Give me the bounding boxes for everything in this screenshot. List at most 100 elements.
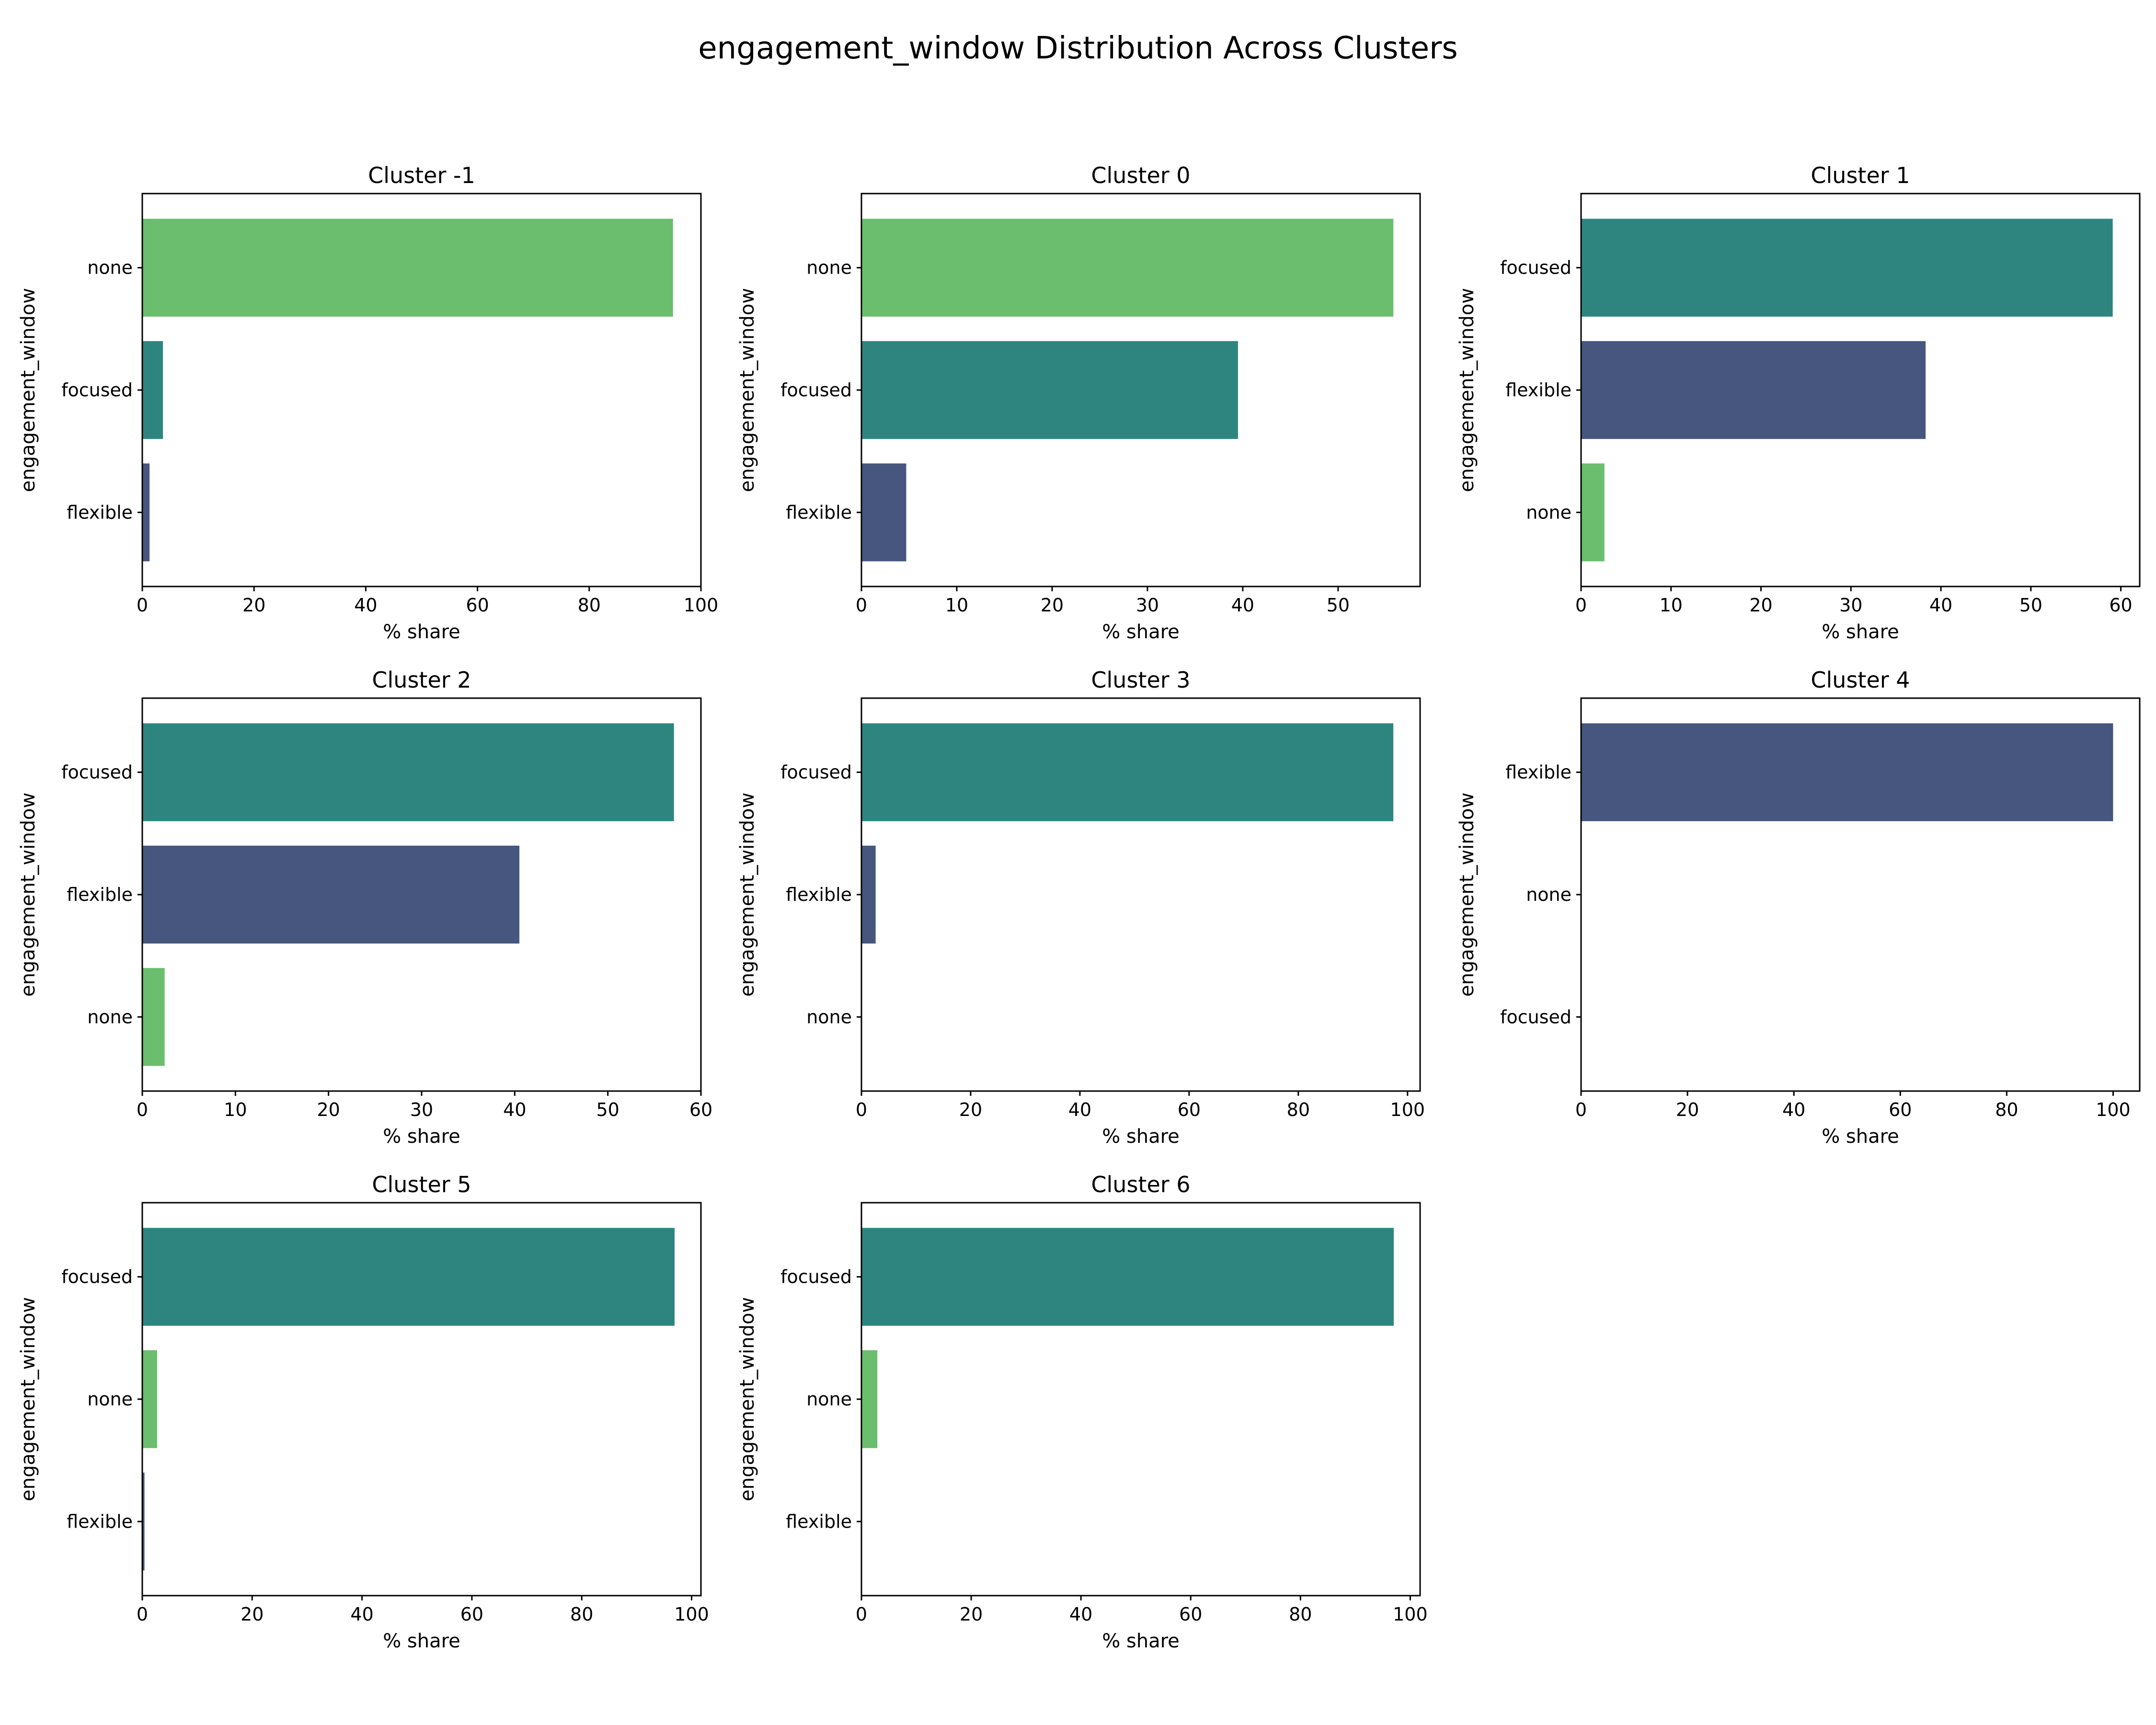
subplot-title: Cluster 2	[372, 667, 471, 693]
x-tick-label: 80	[570, 1604, 593, 1625]
subplot-title: Cluster 3	[1091, 667, 1190, 693]
bar-focused	[1581, 218, 2113, 317]
x-tick-label: 20	[1041, 595, 1064, 616]
y-tick-label: focused	[1500, 257, 1571, 278]
y-tick-label: none	[806, 1006, 852, 1027]
bar-none	[142, 218, 673, 317]
bar-none	[861, 218, 1394, 317]
subplot: Cluster 3 focused flexible none 0 20 40 60 80 100…	[736, 667, 1425, 1148]
x-tick-label: 0	[137, 1604, 148, 1625]
x-axis-label: % share	[1822, 1126, 1899, 1148]
subplot: Cluster 1 focused flexible none 0 10 20 30 40 50 6…	[1456, 162, 2141, 643]
x-tick-label: 50	[1327, 595, 1350, 616]
y-tick-label: focused	[780, 762, 852, 783]
x-tick-label: 100	[1390, 1099, 1425, 1120]
bar-flexible	[1581, 341, 1926, 439]
x-tick-label: 0	[137, 1099, 148, 1120]
x-tick-label: 20	[241, 1604, 264, 1625]
y-tick-label: flexible	[786, 884, 852, 905]
y-axis-label: engagement_window	[736, 793, 758, 997]
y-tick-label: none	[1526, 884, 1571, 905]
x-axis-label: % share	[1102, 621, 1180, 643]
subplot: Cluster 4 flexible none focused 0 20 40 60 80 100…	[1456, 667, 2141, 1148]
bar-flexible	[861, 845, 876, 944]
figure-title: engagement_window Distribution Across Cl…	[698, 31, 1457, 66]
y-tick-label: none	[806, 1389, 852, 1410]
y-tick-label: focused	[780, 1266, 852, 1288]
x-tick-label: 0	[856, 1604, 867, 1625]
x-tick-label: 60	[466, 595, 489, 616]
y-axis-label: engagement_window	[1456, 793, 1478, 997]
y-axis-label: engagement_window	[736, 1297, 758, 1501]
x-axis-label: % share	[1102, 1126, 1180, 1148]
axes-frame	[1580, 193, 2141, 587]
x-tick-label: 80	[1289, 1604, 1312, 1625]
x-tick-label: 0	[856, 595, 867, 616]
y-tick-label: flexible	[1505, 380, 1571, 401]
x-tick-label: 10	[1660, 595, 1683, 616]
subplot: Cluster 5 focused none flexible 0 20 40 60 80 100…	[17, 1172, 709, 1652]
axes-frame	[1580, 697, 2141, 1092]
bar-flexible	[142, 463, 150, 562]
x-tick-label: 40	[503, 1099, 526, 1120]
x-tick-label: 0	[137, 595, 148, 616]
x-tick-label: 80	[1995, 1099, 2018, 1120]
bar-flexible	[1581, 723, 2113, 821]
x-tick-label: 20	[1749, 595, 1772, 616]
bar-focused	[142, 1228, 675, 1326]
bar-none	[1581, 463, 1605, 562]
x-tick-label: 50	[2019, 595, 2042, 616]
x-axis-label: % share	[383, 1630, 460, 1652]
x-tick-label: 40	[1782, 1099, 1805, 1120]
x-tick-label: 0	[1575, 1099, 1587, 1120]
bar-none	[142, 968, 165, 1066]
y-axis-label: engagement_window	[17, 793, 39, 997]
y-axis-label: engagement_window	[1456, 288, 1478, 492]
x-tick-label: 80	[578, 595, 601, 616]
bar-flexible	[861, 463, 906, 562]
y-tick-label: none	[87, 1389, 133, 1410]
bar-none	[861, 1350, 878, 1449]
axes-frame	[141, 1202, 702, 1597]
y-tick-label: focused	[780, 380, 852, 401]
bar-focused	[861, 723, 1394, 821]
x-tick-label: 60	[1178, 1099, 1201, 1120]
subplot: Cluster 6 focused none flexible 0 20 40 60 80 100…	[736, 1172, 1428, 1652]
y-tick-label: focused	[1500, 1006, 1571, 1027]
subplot: Cluster 0 none focused flexible 0 10 20 30 40 50%…	[736, 162, 1421, 643]
y-tick-label: none	[1526, 502, 1571, 523]
x-tick-label: 60	[689, 1099, 712, 1120]
x-tick-label: 100	[674, 1604, 709, 1625]
x-tick-label: 0	[856, 1099, 867, 1120]
x-tick-label: 10	[224, 1099, 247, 1120]
axes-frame	[860, 193, 1421, 587]
x-tick-label: 30	[1839, 595, 1862, 616]
subplot-title: Cluster 0	[1091, 162, 1190, 188]
bar-focused	[861, 341, 1238, 439]
subplot-title: Cluster -1	[368, 162, 475, 188]
x-tick-label: 40	[1069, 1604, 1092, 1625]
x-tick-label: 40	[1929, 595, 1952, 616]
x-tick-label: 40	[350, 1604, 373, 1625]
x-tick-label: 40	[1231, 595, 1254, 616]
x-tick-label: 60	[2109, 595, 2132, 616]
y-tick-label: none	[87, 1006, 133, 1027]
axes-frame	[860, 697, 1421, 1092]
y-tick-label: flexible	[67, 1511, 133, 1532]
subplot-grid: Cluster -1 none focused flexible 0 20 40 60 80 10…	[17, 162, 2141, 1652]
y-tick-label: focused	[61, 1266, 133, 1288]
bar-focused	[142, 341, 163, 439]
axes-frame	[860, 1202, 1421, 1597]
y-tick-label: flexible	[67, 502, 133, 523]
x-tick-label: 60	[1179, 1604, 1202, 1625]
x-tick-label: 100	[2096, 1099, 2131, 1120]
bar-focused	[142, 723, 674, 821]
bar-focused	[861, 1228, 1394, 1326]
x-tick-label: 50	[596, 1099, 619, 1120]
x-tick-label: 100	[684, 595, 719, 616]
x-tick-label: 40	[1068, 1099, 1091, 1120]
x-tick-label: 60	[1889, 1099, 1912, 1120]
bar-flexible	[142, 1472, 145, 1571]
y-tick-label: focused	[61, 762, 133, 783]
